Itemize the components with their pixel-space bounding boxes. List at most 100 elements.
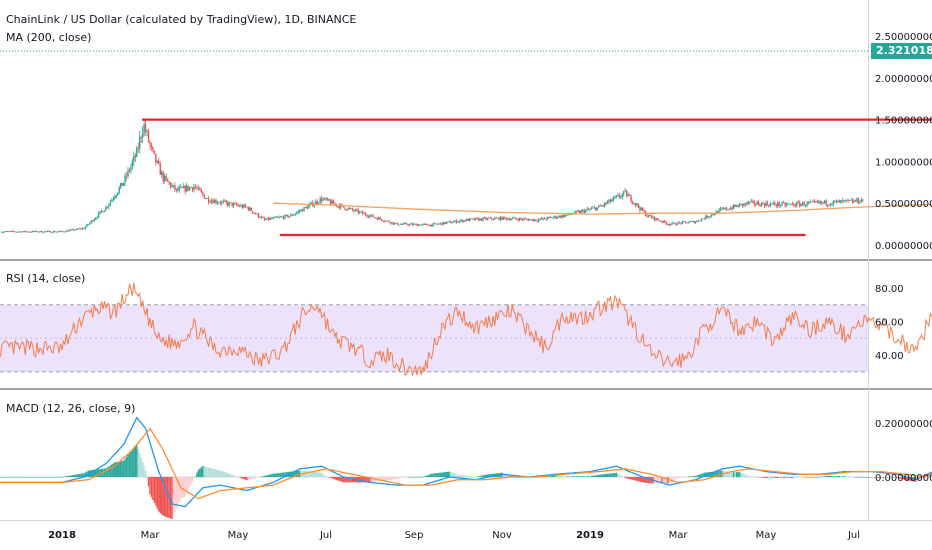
macd-histogram-bar: [229, 474, 232, 477]
macd-histogram-bar: [837, 475, 839, 477]
candle-body: [99, 211, 101, 213]
candle-body: [706, 215, 709, 218]
candle-body: [363, 213, 365, 214]
macd-axis[interactable]: 0.20000000 0.00000000: [875, 419, 932, 484]
macd-histogram-bar: [928, 475, 930, 477]
macd-histogram-bar: [351, 477, 354, 483]
trendlines[interactable]: [142, 118, 932, 237]
macd-histogram-bar: [111, 464, 113, 477]
macd-histogram-bar: [200, 467, 203, 477]
candle-body: [630, 195, 632, 202]
rsi-axis[interactable]: 80.00 60.00 40.00: [875, 284, 904, 362]
candle-body: [237, 205, 239, 206]
candle-body: [141, 132, 144, 138]
candle-body: [341, 204, 343, 206]
candle-body: [615, 195, 618, 198]
candle-body: [14, 231, 16, 233]
candle-body: [388, 220, 390, 223]
time-axis[interactable]: 2018 Mar May Jul Sep Nov 2019 Mar May Jul: [48, 530, 860, 541]
candle-body: [851, 199, 854, 203]
candle-body: [359, 211, 361, 214]
candle-body: [111, 199, 113, 202]
macd-histogram-bar: [244, 477, 247, 480]
macd-histogram-bar: [309, 471, 311, 477]
candle-body: [747, 202, 750, 204]
macd-histogram-bar: [320, 472, 323, 477]
macd-histogram-bar: [865, 477, 867, 478]
candle-body: [603, 202, 606, 206]
price-axis[interactable]: 2.50000000 2.00000000 1.50000000 1.00000000…: [875, 32, 932, 252]
macd-histogram-bar: [385, 477, 387, 481]
macd-histogram-bar: [62, 476, 65, 478]
macd-histogram-bar: [216, 469, 219, 477]
macd-histogram-bar: [153, 477, 156, 503]
macd-histogram-bar: [33, 477, 35, 478]
candle-body: [62, 231, 65, 233]
candle-body: [738, 203, 741, 207]
macd-histogram-bar: [112, 463, 115, 477]
candle-body: [161, 172, 163, 175]
candle-body: [571, 214, 574, 215]
macd-histogram-bar: [43, 477, 46, 478]
candle-body: [562, 215, 565, 217]
candle-body: [488, 218, 490, 220]
macd-histogram-bar: [480, 475, 483, 477]
rsi-tick-label: 60.00: [875, 318, 904, 329]
candle-body: [432, 223, 434, 227]
time-tick-label: Nov: [492, 530, 512, 541]
macd-histogram-bar: [227, 473, 229, 477]
candle-body: [184, 185, 186, 192]
candle-body: [400, 224, 402, 225]
candle-body: [291, 214, 293, 216]
candle-body: [592, 207, 594, 209]
candle-body: [293, 214, 295, 216]
candle-body: [125, 175, 128, 177]
candle-body: [741, 203, 744, 206]
macd-histogram-bar: [46, 477, 49, 478]
macd-histogram-bar: [705, 472, 707, 477]
candle-body: [219, 202, 222, 204]
candle-body: [492, 219, 494, 220]
macd-histogram-bar: [210, 468, 213, 477]
candle-body: [15, 231, 18, 233]
candle-body: [637, 203, 640, 208]
macd-histogram-bar: [128, 452, 131, 477]
candle-body: [501, 216, 503, 220]
candle-body: [247, 207, 249, 211]
macd-histogram-bar: [118, 461, 120, 477]
candle-body: [452, 221, 455, 223]
macd-histogram-bar: [272, 473, 274, 477]
macd-histogram-bar: [117, 461, 119, 477]
macd-histogram-bar: [317, 472, 320, 477]
candle-body: [131, 161, 134, 167]
macd-histogram-bar: [84, 472, 87, 477]
macd-histogram-bar: [71, 475, 73, 477]
candle-body: [763, 203, 766, 207]
candle-body: [80, 228, 82, 230]
macd-histogram-bar: [809, 477, 811, 478]
macd-histogram-bar: [768, 477, 770, 479]
candle-body: [181, 186, 183, 188]
candle-body: [249, 207, 251, 211]
macd-histogram-bar: [777, 477, 779, 479]
candle-body: [23, 230, 25, 232]
candle-body: [322, 198, 324, 201]
macd-histogram-bar: [115, 462, 117, 477]
candle-body: [315, 201, 317, 205]
macd-histogram-bar: [334, 477, 336, 480]
candle-body: [650, 216, 653, 218]
candle-body: [232, 203, 235, 207]
candle-body: [420, 224, 423, 226]
candle-body: [862, 199, 864, 201]
last-price-badge[interactable]: 2.32101835: [871, 42, 932, 59]
macd-histogram-bar: [727, 471, 729, 477]
candle-body: [856, 198, 858, 202]
candle-body: [757, 201, 760, 206]
macd-histogram-bar: [174, 477, 176, 513]
macd-histogram-bar: [570, 476, 572, 477]
candle-body: [703, 218, 706, 220]
macd-histogram-bar: [643, 477, 645, 483]
candle-body: [158, 160, 160, 164]
candle-body: [583, 210, 585, 213]
